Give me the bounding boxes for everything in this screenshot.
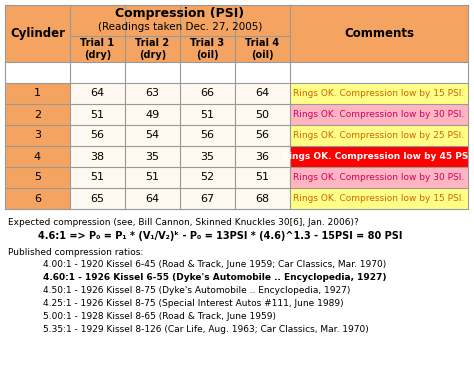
Text: 64: 64 (146, 193, 160, 203)
Bar (5, 167, 70, 188)
Text: 65: 65 (91, 193, 104, 203)
Bar (5, 104, 70, 125)
Text: 4.00:1 - 1920 Kissel 6-45 (Road & Track, June 1959; Car Classics, Mar. 1970): 4.00:1 - 1920 Kissel 6-45 (Road & Track,… (43, 260, 386, 269)
Text: Rings OK. Compression low by 15 PSI.: Rings OK. Compression low by 15 PSI. (293, 194, 465, 203)
Text: 56: 56 (91, 131, 104, 141)
Text: 36: 36 (255, 152, 270, 162)
Text: 2: 2 (34, 110, 41, 120)
Text: 51: 51 (201, 110, 215, 120)
Text: 66: 66 (201, 89, 215, 99)
Text: 68: 68 (255, 193, 270, 203)
Text: 5.00:1 - 1928 Kissel 8-65 (Road & Track, June 1959): 5.00:1 - 1928 Kissel 8-65 (Road & Track,… (43, 312, 276, 321)
Text: (Readings taken Dec. 27, 2005): (Readings taken Dec. 27, 2005) (98, 22, 262, 32)
Bar (5, 146, 70, 167)
Text: Cylinder: Cylinder (10, 27, 65, 40)
Bar (5, 125, 70, 146)
Text: 51: 51 (255, 172, 270, 183)
Text: 4.25:1 - 1926 Kissel 8-75 (Special Interest Autos #111, June 1989): 4.25:1 - 1926 Kissel 8-75 (Special Inter… (43, 299, 344, 308)
Text: Rings OK. Compression low by 30 PSI.: Rings OK. Compression low by 30 PSI. (293, 110, 465, 119)
Text: 4: 4 (34, 152, 41, 162)
Text: 4.60:1 - 1926 Kissel 6-55 (Dyke's Automobile .. Encyclopedia, 1927): 4.60:1 - 1926 Kissel 6-55 (Dyke's Automo… (43, 273, 386, 282)
Text: Rings OK. Compression low by 30 PSI.: Rings OK. Compression low by 30 PSI. (293, 173, 465, 182)
Bar (290, 125, 468, 146)
Text: Trial 4
(oil): Trial 4 (oil) (246, 38, 280, 60)
Text: 64: 64 (91, 89, 105, 99)
Text: 51: 51 (91, 172, 104, 183)
Text: 38: 38 (91, 152, 105, 162)
Bar (70, 125, 290, 146)
Bar (290, 104, 468, 125)
Text: 4.50:1 - 1926 Kissel 8-75 (Dyke's Automobile .. Encyclopedia, 1927): 4.50:1 - 1926 Kissel 8-75 (Dyke's Automo… (43, 286, 350, 295)
Text: 63: 63 (146, 89, 159, 99)
Bar (290, 83, 468, 104)
Text: 50: 50 (255, 110, 270, 120)
Bar (70, 167, 290, 188)
Text: 56: 56 (255, 131, 270, 141)
Text: 67: 67 (201, 193, 215, 203)
Text: 6: 6 (34, 193, 41, 203)
Bar (290, 188, 468, 209)
Text: Trial 3
(oil): Trial 3 (oil) (191, 38, 225, 60)
Text: 5.35:1 - 1929 Kissel 8-126 (Car Life, Aug. 1963; Car Classics, Mar. 1970): 5.35:1 - 1929 Kissel 8-126 (Car Life, Au… (43, 325, 369, 334)
Bar (70, 104, 290, 125)
Text: 51: 51 (91, 110, 104, 120)
Text: 5: 5 (34, 172, 41, 183)
Text: Compression (PSI): Compression (PSI) (116, 7, 245, 21)
Text: 49: 49 (146, 110, 160, 120)
Text: 1: 1 (34, 89, 41, 99)
Text: 51: 51 (146, 172, 159, 183)
Text: 3: 3 (34, 131, 41, 141)
Bar (70, 83, 290, 104)
Bar (290, 146, 468, 167)
Text: 35: 35 (201, 152, 215, 162)
Bar (70, 188, 290, 209)
Bar (5, 5, 468, 62)
Bar (5, 83, 70, 104)
Text: 52: 52 (201, 172, 215, 183)
Text: Trial 1
(dry): Trial 1 (dry) (81, 38, 115, 60)
Text: Published compression ratios:: Published compression ratios: (8, 248, 143, 257)
Bar (5, 188, 70, 209)
Text: 35: 35 (146, 152, 159, 162)
Text: Comments: Comments (344, 27, 414, 40)
Bar (70, 146, 290, 167)
Text: 54: 54 (146, 131, 160, 141)
Text: 64: 64 (255, 89, 270, 99)
Text: Rings OK. Compression low by 45 PSI!: Rings OK. Compression low by 45 PSI! (282, 152, 474, 161)
Text: Trial 2
(dry): Trial 2 (dry) (136, 38, 170, 60)
Bar (290, 167, 468, 188)
Text: 56: 56 (201, 131, 215, 141)
Text: 4.6:1 => P₀ = P₁ * (V₁/V₂)ᵏ - P₀ = 13PSI * (4.6)^1.3 - 15PSI = 80 PSI: 4.6:1 => P₀ = P₁ * (V₁/V₂)ᵏ - P₀ = 13PSI… (38, 231, 402, 241)
Text: Rings OK. Compression low by 15 PSI.: Rings OK. Compression low by 15 PSI. (293, 89, 465, 98)
Text: Expected compression (see, Bill Cannon, Skinned Knuckles 30[6], Jan. 2006)?: Expected compression (see, Bill Cannon, … (8, 218, 359, 227)
Text: Rings OK. Compression low by 25 PSI.: Rings OK. Compression low by 25 PSI. (293, 131, 465, 140)
